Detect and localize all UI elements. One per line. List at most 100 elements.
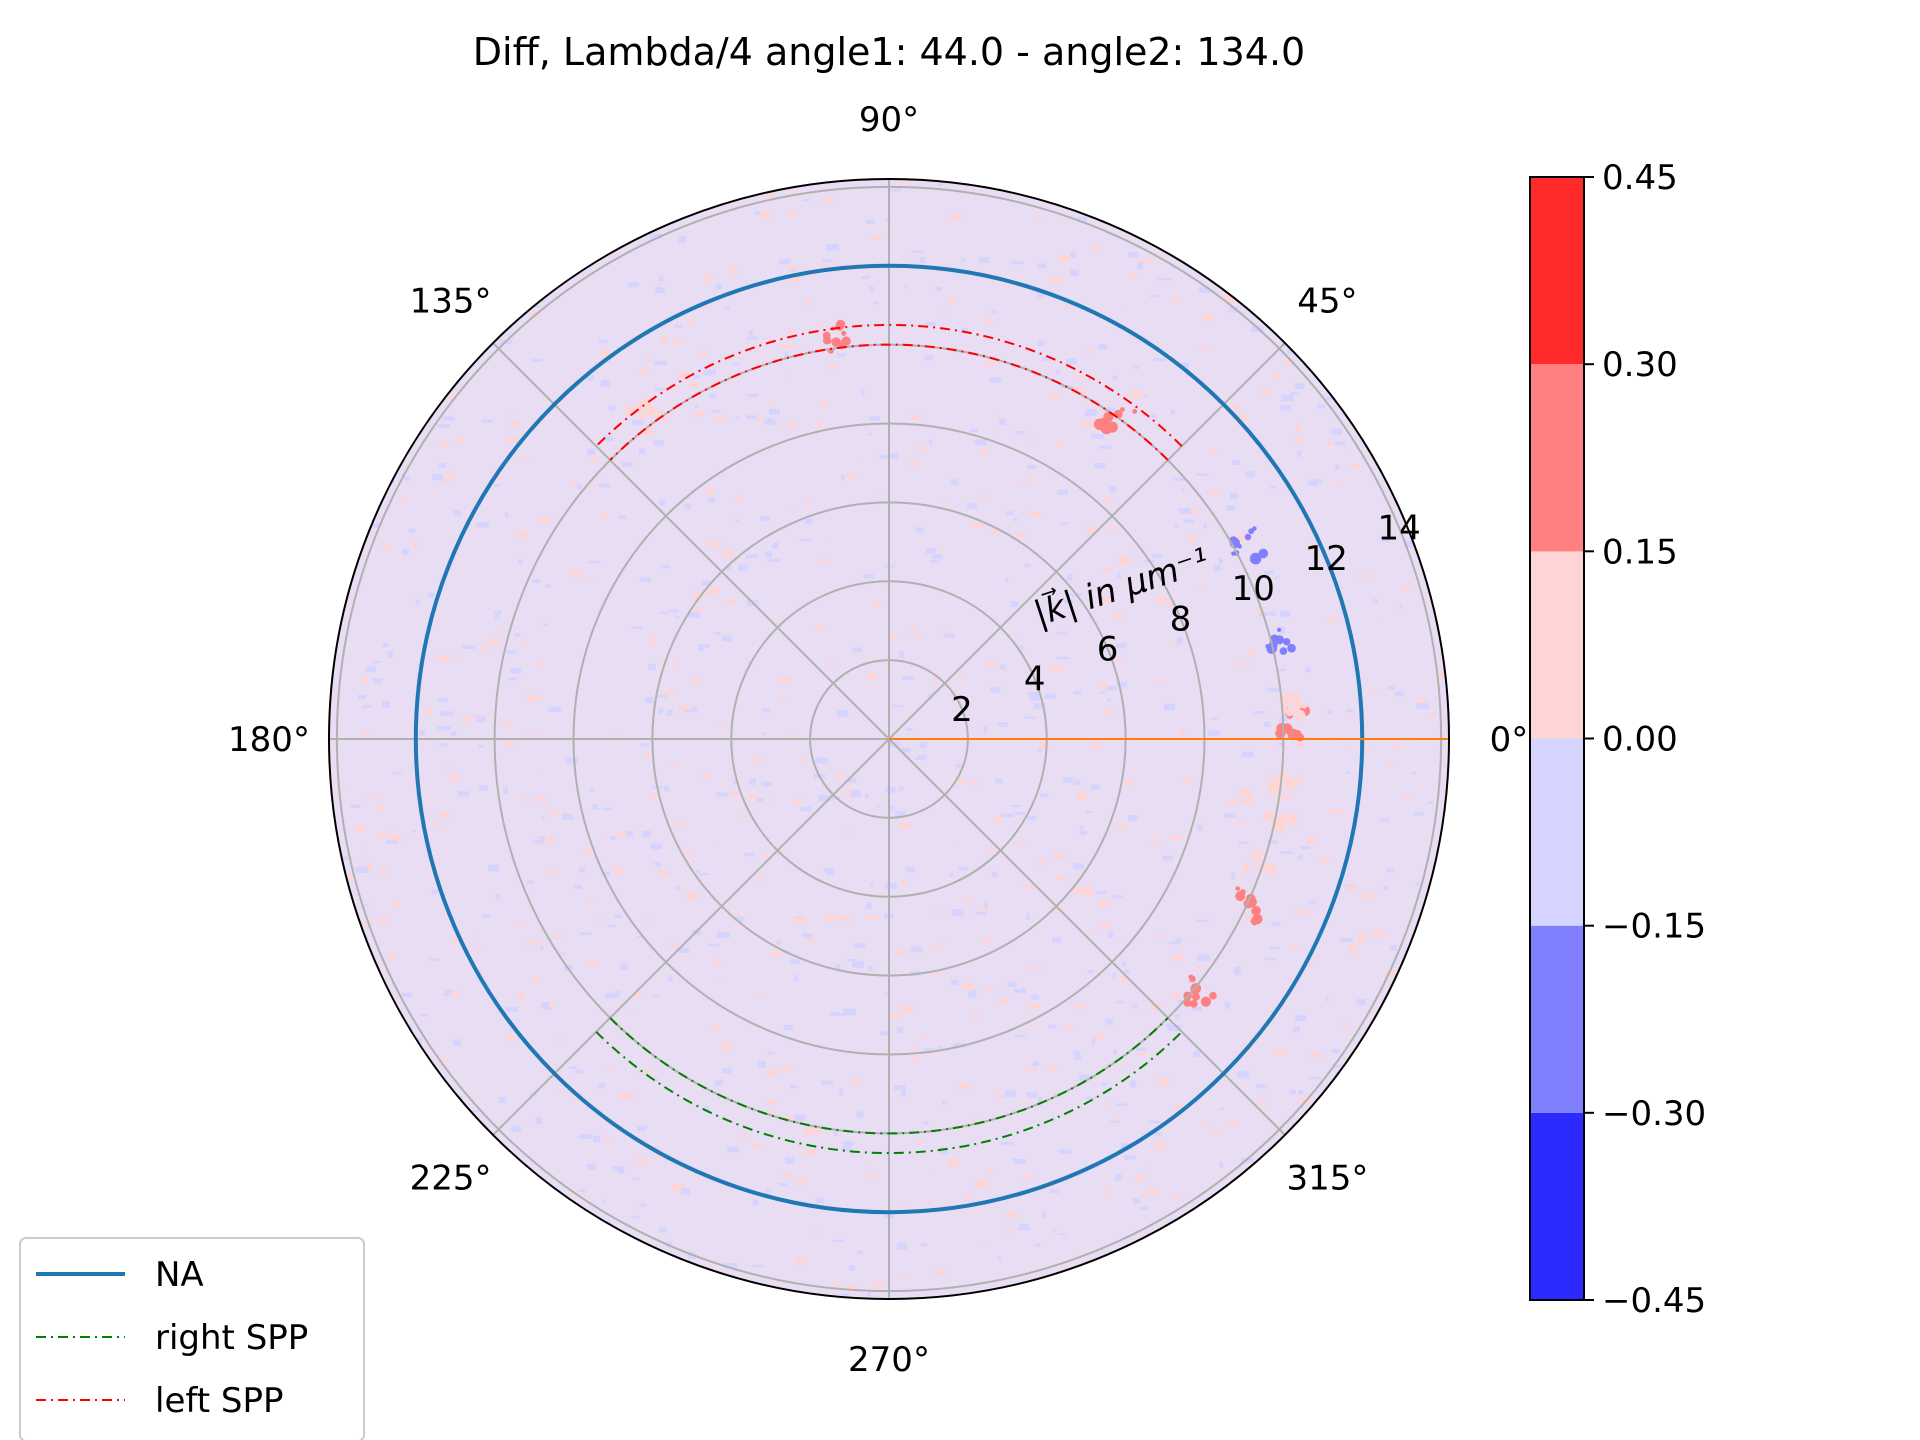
noise-speck [789, 959, 800, 964]
noise-speck [898, 651, 904, 658]
noise-speck [1189, 1247, 1194, 1251]
noise-speck [1102, 1082, 1107, 1086]
noise-speck [632, 1177, 639, 1181]
noise-speck [1015, 811, 1025, 815]
radial-tick-label: 8 [1170, 599, 1192, 639]
noise-speck [1140, 180, 1147, 187]
noise-speck [1044, 693, 1056, 700]
noise-speck [362, 1084, 370, 1090]
hotspot [1292, 699, 1303, 710]
angular-gridline [492, 342, 890, 740]
noise-speck [1140, 1206, 1149, 1210]
noise-speck [498, 630, 509, 633]
noise-speck [762, 732, 767, 736]
hotspot [1295, 775, 1303, 784]
noise-speck [1296, 423, 1301, 431]
noise-speck [838, 1013, 848, 1016]
noise-speck [1027, 464, 1037, 469]
noise-speck [1428, 1224, 1441, 1230]
noise-speck [359, 247, 369, 253]
noise-speck [716, 720, 724, 724]
noise-speck [820, 260, 827, 267]
noise-speck [1223, 295, 1236, 302]
noise-speck [1000, 1141, 1014, 1145]
noise-speck [333, 1006, 344, 1014]
noise-speck [786, 373, 791, 377]
noise-speck [1120, 306, 1126, 310]
noise-speck [1296, 1213, 1301, 1218]
noise-speck [563, 811, 567, 817]
noise-speck [1085, 1097, 1097, 1100]
noise-speck [649, 189, 659, 196]
noise-speck [1258, 1255, 1269, 1259]
noise-speck [587, 1163, 596, 1170]
noise-speck [462, 645, 476, 650]
radial-tick-label: 2 [951, 690, 973, 730]
noise-speck [1099, 445, 1111, 449]
noise-speck [1091, 246, 1101, 251]
noise-speck [1226, 1122, 1238, 1127]
colorbar-tick-label: 0.00 [1602, 720, 1678, 760]
noise-speck [610, 836, 617, 840]
noise-speck [549, 1000, 555, 1007]
noise-speck [1011, 260, 1024, 265]
noise-speck [607, 1066, 613, 1070]
noise-speck [1241, 751, 1254, 757]
noise-speck [1306, 837, 1316, 844]
noise-speck [1032, 1061, 1039, 1067]
noise-speck [769, 408, 781, 415]
noise-speck [445, 394, 452, 399]
noise-speck [1024, 563, 1031, 568]
noise-speck [1345, 885, 1357, 892]
noise-speck [632, 420, 645, 426]
noise-speck [1113, 613, 1123, 621]
noise-speck [1006, 281, 1012, 286]
noise-speck [507, 437, 519, 442]
noise-speck [749, 330, 753, 336]
hotspot [624, 405, 636, 417]
noise-speck [371, 523, 380, 528]
noise-speck [559, 1263, 569, 1268]
noise-speck [495, 211, 503, 218]
noise-speck [1274, 829, 1282, 833]
noise-speck [967, 503, 977, 509]
noise-speck [987, 846, 998, 851]
noise-speck [937, 183, 943, 186]
noise-speck [329, 858, 339, 865]
noise-speck [683, 851, 692, 857]
noise-speck [1210, 1228, 1222, 1232]
noise-speck [1198, 346, 1210, 349]
noise-speck [361, 341, 371, 345]
noise-speck [1234, 414, 1248, 421]
noise-speck [1091, 1281, 1102, 1284]
noise-speck [968, 781, 979, 785]
noise-speck [871, 236, 883, 240]
noise-speck [923, 1121, 929, 1125]
noise-speck [894, 950, 907, 955]
noise-speck [1128, 251, 1139, 258]
noise-speck [1400, 374, 1404, 380]
noise-speck [547, 809, 560, 814]
noise-speck [586, 375, 594, 381]
noise-speck [620, 964, 628, 971]
noise-speck [1170, 642, 1182, 646]
noise-speck [458, 791, 470, 797]
noise-speck [329, 1210, 335, 1214]
noise-speck [1182, 777, 1193, 782]
noise-speck [694, 607, 703, 611]
noise-speck [1314, 1212, 1328, 1216]
noise-speck [1364, 206, 1376, 211]
noise-speck [962, 898, 973, 901]
noise-speck [815, 626, 825, 630]
hotspot [1277, 627, 1282, 633]
noise-speck [1116, 682, 1128, 688]
noise-speck [1342, 1021, 1347, 1029]
noise-speck [1063, 777, 1074, 784]
noise-speck [935, 286, 942, 291]
noise-speck [476, 522, 489, 528]
noise-speck [789, 1085, 797, 1089]
noise-speck [481, 913, 491, 918]
noise-speck [431, 889, 439, 894]
noise-speck [387, 830, 393, 834]
noise-speck [1238, 659, 1242, 666]
